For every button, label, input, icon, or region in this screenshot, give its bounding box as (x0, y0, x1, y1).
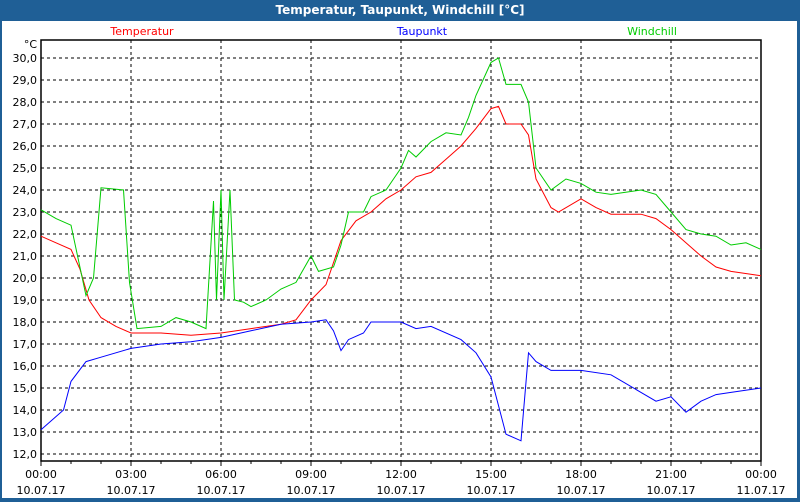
y-tick-label: 24,0 (13, 184, 38, 197)
x-tick-time: 00:00 (745, 468, 777, 481)
y-tick-label: 22,0 (13, 228, 38, 241)
x-tick-time: 18:00 (565, 468, 597, 481)
y-tick-label: 29,0 (13, 74, 38, 87)
x-tick-date: 10.07.17 (17, 484, 66, 497)
y-tick-label: 20,0 (13, 272, 38, 285)
y-tick-label: 13,0 (13, 426, 38, 439)
chart: 12,0 13,0 14,0 15,0 16,0 17,0 18,0 19,0 20,0 21,0… (13, 25, 786, 497)
x-tick-time: 21:00 (655, 468, 687, 481)
y-tick-label: 23,0 (13, 206, 38, 219)
series-line-windchill (40, 57, 762, 330)
x-tick-time: 15:00 (475, 468, 507, 481)
y-tick-label: 12,0 (13, 448, 38, 461)
series-line-taupunkt (40, 319, 762, 442)
y-tick-label: 26,0 (13, 140, 38, 153)
x-tick-date: 10.07.17 (197, 484, 246, 497)
x-tick-date: 11.07.17 (737, 484, 786, 497)
x-tick-time: 00:00 (25, 468, 57, 481)
y-axis-unit: °C (24, 38, 38, 51)
plot-frame (40, 39, 762, 462)
y-tick-label: 15,0 (13, 382, 38, 395)
y-tick-label: 17,0 (13, 338, 38, 351)
window-title: Temperatur, Taupunkt, Windchill [°C] (0, 0, 800, 21)
x-tick-time: 03:00 (115, 468, 147, 481)
y-tick-label: 16,0 (13, 360, 38, 373)
x-tick-date: 10.07.17 (557, 484, 606, 497)
y-tick-label: 14,0 (13, 404, 38, 417)
y-tick-label: 21,0 (13, 250, 38, 263)
legend-windchill: Windchill (627, 25, 677, 38)
legend-taupunkt: Taupunkt (396, 25, 448, 38)
x-tick-date: 10.07.17 (467, 484, 516, 497)
chart-panel: 12,0 13,0 14,0 15,0 16,0 17,0 18,0 19,0 20,0 21,0… (2, 21, 797, 498)
x-tick-date: 10.07.17 (647, 484, 696, 497)
y-tick-label: 30,0 (13, 52, 38, 65)
y-tick-label: 27,0 (13, 118, 38, 131)
series-line-temperatur (40, 105, 762, 336)
y-tick-label: 28,0 (13, 96, 38, 109)
x-tick-time: 06:00 (205, 468, 237, 481)
x-tick-time: 12:00 (385, 468, 417, 481)
x-tick-date: 10.07.17 (287, 484, 336, 497)
legend-temperatur: Temperatur (109, 25, 174, 38)
x-tick-date: 10.07.17 (107, 484, 156, 497)
x-tick-date: 10.07.17 (377, 484, 426, 497)
y-tick-label: 19,0 (13, 294, 38, 307)
y-tick-label: 25,0 (13, 162, 38, 175)
y-tick-label: 18,0 (13, 316, 38, 329)
x-tick-time: 09:00 (295, 468, 327, 481)
